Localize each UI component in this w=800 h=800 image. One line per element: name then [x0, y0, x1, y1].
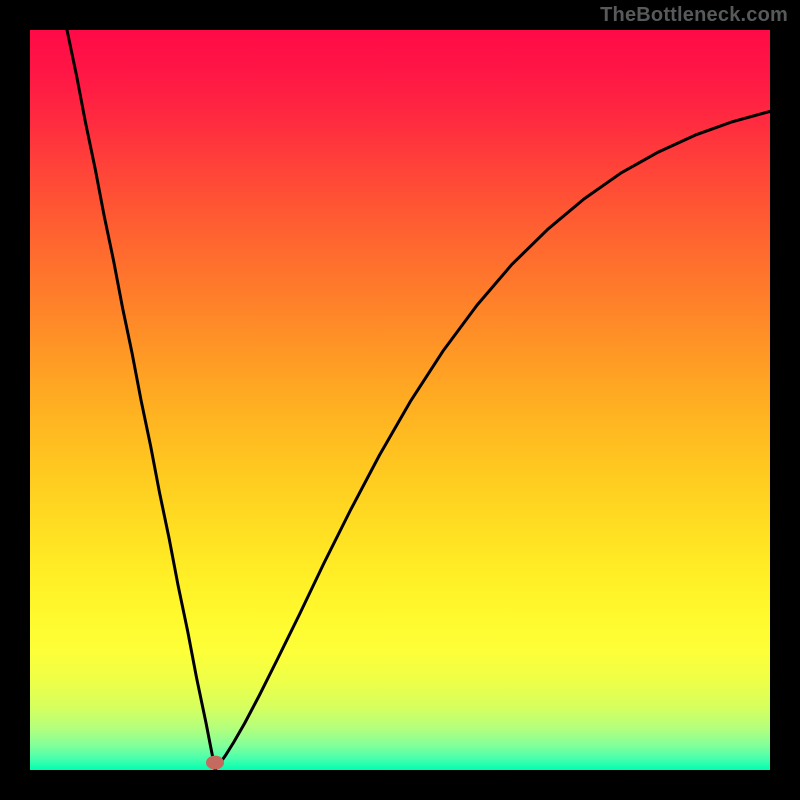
gradient-chart-svg: [30, 30, 770, 770]
plot-area: [30, 30, 770, 770]
chart-frame: TheBottleneck.com: [0, 0, 800, 800]
attribution-text: TheBottleneck.com: [600, 4, 788, 27]
minimum-marker: [206, 756, 224, 770]
